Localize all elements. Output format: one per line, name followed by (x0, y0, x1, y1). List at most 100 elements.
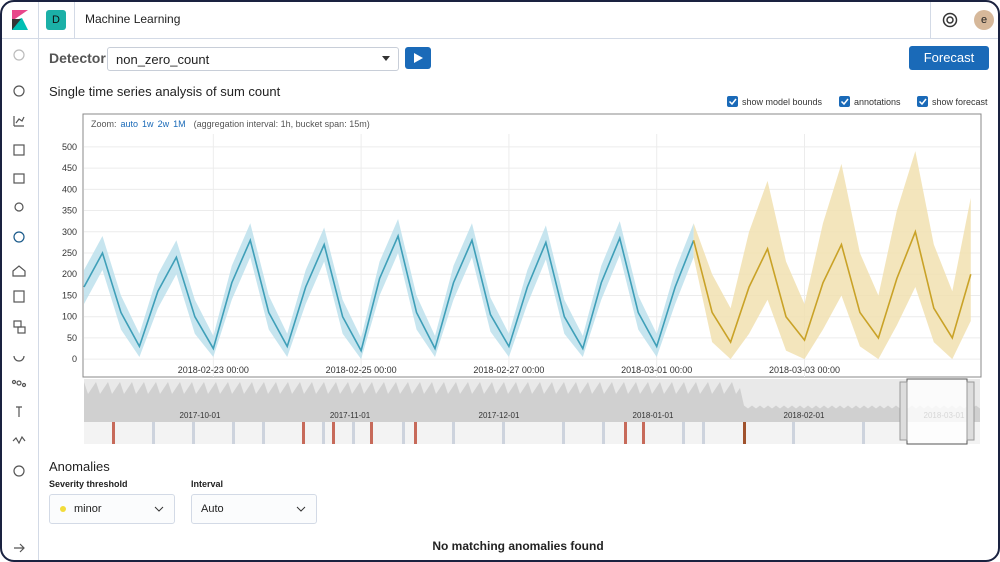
zoom-option[interactable]: 1w (142, 119, 154, 129)
detector-value: non_zero_count (116, 52, 210, 67)
anomaly-marker (743, 422, 746, 444)
x-tick-label: 2018-02-25 00:00 (326, 365, 397, 375)
anomaly-marker (332, 422, 335, 444)
divider (74, 2, 75, 38)
checkmark (840, 98, 849, 106)
swimlane-cell (152, 422, 155, 444)
severity-dot (60, 506, 66, 512)
dropdown-arrow (296, 506, 306, 512)
checkmark (728, 98, 737, 106)
chart: show model bounds annotations show forecas… (62, 96, 988, 445)
forecast-button[interactable]: Forecast (909, 46, 989, 70)
anomaly-marker (642, 422, 645, 444)
swimlane-cell (322, 422, 325, 444)
y-tick-label: 0 (72, 354, 77, 364)
sidebar (2, 39, 39, 560)
swimlane-cell (682, 422, 685, 444)
divider (930, 2, 931, 38)
overview-label: 2017-12-01 (479, 411, 520, 420)
swimlane-cell (262, 422, 265, 444)
overview-area (84, 382, 980, 422)
divider (38, 2, 39, 38)
anomaly-marker (302, 422, 305, 444)
x-tick-label: 2018-03-03 00:00 (769, 365, 840, 375)
anomaly-marker (414, 422, 417, 444)
interval-select[interactable]: Auto (191, 494, 317, 524)
checkbox-label: annotations (854, 97, 901, 107)
zoom-bar: Zoom: auto 1w 2w 1M (aggregation interval: 1h… (91, 119, 370, 129)
checkbox-label: show model bounds (742, 97, 823, 107)
zoom-label: Zoom: (91, 119, 117, 129)
y-tick-label: 350 (62, 206, 77, 216)
swimlane-cell (602, 422, 605, 444)
severity-value: minor (74, 503, 102, 515)
help-icon[interactable] (942, 12, 958, 28)
anomaly-marker (370, 422, 373, 444)
empty-message: No matching anomalies found (432, 539, 604, 553)
brush-handle[interactable] (966, 381, 975, 441)
overview-label: 2018-02-01 (784, 411, 825, 420)
zoom-option[interactable]: 2w (158, 119, 170, 129)
model-bounds (693, 151, 971, 360)
overview-swimlane (84, 422, 980, 444)
y-tick-label: 500 (62, 142, 77, 152)
play-icon (414, 53, 423, 63)
header: D Machine Learning e (2, 2, 998, 39)
dropdown-arrow (154, 506, 164, 512)
checkmark (918, 98, 927, 106)
y-tick-label: 300 (62, 227, 77, 237)
zoom-info: (aggregation interval: 1h, bucket span: … (194, 119, 370, 129)
y-tick-label: 100 (62, 312, 77, 322)
series-line (692, 229, 972, 345)
swimlane-cell (402, 422, 405, 444)
swimlane-cell (702, 422, 705, 444)
zoom-option[interactable]: 1M (173, 119, 186, 129)
interval-value: Auto (201, 503, 224, 515)
y-tick-label: 450 (62, 163, 77, 173)
x-tick-label: 2018-02-27 00:00 (473, 365, 544, 375)
series-line (83, 233, 695, 353)
chart-title: Single time series analysis of sum count (49, 84, 281, 99)
swimlane-cell (352, 422, 355, 444)
anomaly-marker (112, 422, 115, 444)
detector-select[interactable]: non_zero_count (107, 47, 399, 71)
zoom-option[interactable]: auto (121, 119, 139, 129)
anomaly-marker (624, 422, 627, 444)
y-tick-label: 250 (62, 248, 77, 258)
swimlane-cell (452, 422, 455, 444)
x-tick-label: 2018-03-01 00:00 (621, 365, 692, 375)
swimlane-cell (562, 422, 565, 444)
overview-label: 2017-11-01 (330, 411, 371, 420)
sidebar-icons (11, 49, 27, 553)
x-tick-label: 2018-02-23 00:00 (178, 365, 249, 375)
y-tick-label: 200 (62, 269, 77, 279)
swimlane-cell (232, 422, 235, 444)
swimlane-cell (192, 422, 195, 444)
y-tick-label: 150 (62, 290, 77, 300)
brush-handle[interactable] (899, 381, 908, 441)
user-avatar[interactable]: e (974, 10, 994, 30)
overview-selection[interactable] (906, 378, 968, 445)
severity-select[interactable]: minor (49, 494, 175, 524)
swimlane-cell (792, 422, 795, 444)
space-badge[interactable]: D (46, 10, 66, 30)
interval-label: Interval (191, 479, 224, 489)
severity-label: Severity threshold (49, 479, 128, 489)
dropdown-arrow (382, 56, 390, 61)
overview-label: 2018-01-01 (633, 411, 674, 420)
checkbox[interactable] (727, 96, 738, 107)
y-tick-label: 400 (62, 184, 77, 194)
swimlane-cell (502, 422, 505, 444)
checkbox[interactable] (917, 96, 928, 107)
app-title: Machine Learning (85, 12, 181, 26)
checkbox[interactable] (839, 96, 850, 107)
logo (12, 10, 28, 30)
anomalies-title: Anomalies (49, 459, 110, 474)
detector-label: Detector: (49, 50, 111, 66)
checkbox-label: show forecast (932, 97, 988, 107)
y-tick-label: 50 (67, 333, 77, 343)
play-button[interactable] (405, 47, 431, 69)
swimlane-cell (862, 422, 865, 444)
overview-label: 2017-10-01 (180, 411, 221, 420)
